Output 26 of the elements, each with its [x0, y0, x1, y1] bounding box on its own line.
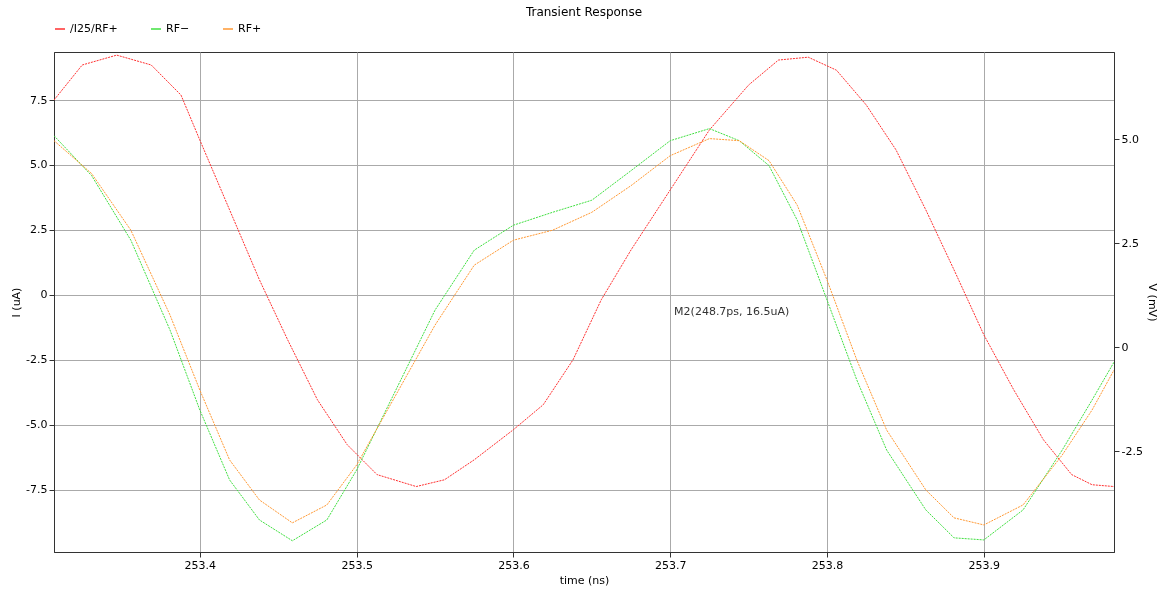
- annotation: M2(248.7ps, 16.5uA): [674, 305, 790, 318]
- legend-label: /I25/RF+: [70, 22, 118, 35]
- x-tick-label: 253.4: [184, 558, 217, 572]
- y-tick-label: -5.0: [26, 418, 48, 432]
- legend-label: RF−: [166, 22, 190, 35]
- y-axis-title: I (uA): [10, 287, 24, 318]
- x-tick-label: 253.8: [811, 558, 844, 572]
- x-tick-label: 253.9: [968, 558, 1001, 572]
- x-tick-label: 253.6: [498, 558, 530, 572]
- y-tick-label: 0: [40, 288, 48, 302]
- y-tick-label: 2.5: [30, 223, 48, 237]
- y2-tick-label: -2.5: [1121, 444, 1143, 458]
- line-series: [54, 54, 1114, 488]
- y2-axis-title: V (mV): [1145, 283, 1159, 322]
- y2-tick-label: 5.0: [1121, 132, 1139, 146]
- y-tick-label: 5.0: [30, 158, 48, 172]
- y-tick-label: -2.5: [26, 353, 48, 367]
- x-tick-label: 253.7: [654, 558, 687, 572]
- x-axis-title: time (ns): [559, 573, 610, 587]
- legend-label: RF+: [238, 22, 262, 35]
- chart-title: Transient Response: [524, 5, 643, 19]
- y2-tick-label: 2.5: [1121, 236, 1139, 250]
- y2-tick-label: 0: [1121, 340, 1129, 354]
- y-tick-label: -7.5: [26, 483, 48, 497]
- y-tick-label: 7.5: [30, 93, 48, 107]
- x-tick-label: 253.5: [341, 558, 373, 572]
